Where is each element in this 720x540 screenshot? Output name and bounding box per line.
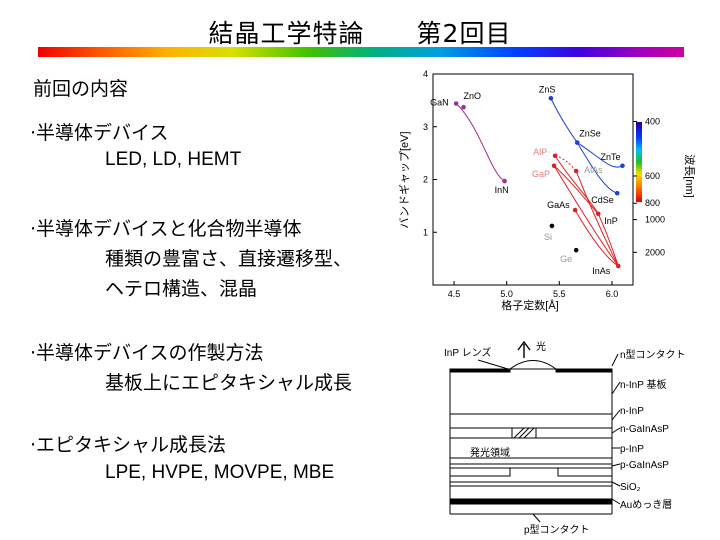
y-tick-label: 4: [423, 69, 428, 79]
label-n-inp-substrate: n-InP 基板: [620, 378, 667, 391]
n-contact-left: [449, 368, 511, 373]
p-contact-bar: [449, 498, 613, 505]
label-n-gainasp: n-GaInAsP: [620, 424, 669, 435]
right-tick-label: 400: [645, 116, 660, 126]
alloy-curve: [576, 142, 623, 168]
right-tick-label: 1000: [645, 215, 665, 225]
point-label-inas: InAs: [592, 266, 611, 276]
point-label-gaas: GaAs: [547, 200, 570, 210]
point-label-znte: ZnTe: [600, 152, 620, 162]
alloy-curve: [553, 165, 619, 267]
point-alp: [552, 153, 558, 159]
y-axis-label: バンドギャップ[eV]: [398, 131, 411, 228]
alloy-curve: [455, 103, 505, 182]
wavelength-color-bar: [636, 122, 642, 202]
point-label-zno: ZnO: [464, 91, 482, 101]
point-znse: [574, 140, 580, 145]
point-label-gap: GaP: [532, 169, 550, 179]
point-label-zns: ZnS: [539, 84, 556, 94]
x-tick-label: 5.5: [553, 289, 566, 299]
point-zno: [461, 104, 466, 110]
bullet-1-head: ·半導体デバイス: [30, 122, 169, 144]
point-label-cdse: CdSe: [591, 195, 614, 205]
bullet-3-head: ·半導体デバイスの作製方法: [30, 342, 264, 364]
y-tick-label: 3: [423, 122, 428, 132]
alloy-curve: [575, 170, 619, 267]
x-tick-label: 4.5: [448, 289, 461, 299]
bullet-1-line-1: LED, LD, HEMT: [105, 149, 242, 170]
bullet-3-line-1: 基板上にエピタキシャル成長: [105, 372, 353, 394]
x-tick-label: 6.0: [606, 289, 619, 299]
alloy-curve: [597, 213, 619, 267]
label-sio2: SiO₂: [620, 482, 641, 493]
point-gan: [453, 101, 459, 106]
alloy-curve: [554, 155, 599, 215]
alloy-curve: [550, 98, 578, 143]
y-tick-label: 1: [423, 227, 428, 237]
n-contact-right: [555, 368, 613, 373]
led-device-diagram: InP レンズ 光 n型コンタクト n-InP 基板 n-InP n-GaInA…: [444, 340, 686, 536]
point-inas: [615, 263, 621, 269]
right-tick-label: 800: [645, 198, 660, 208]
point-gap: [551, 163, 557, 169]
slide-title: 結晶工学特論 第2回目: [208, 19, 512, 48]
point-gaas: [572, 207, 578, 213]
x-tick-label: 5.0: [500, 289, 513, 299]
point-label-alas: AlAs: [584, 165, 603, 175]
y-tick-label: 2: [423, 175, 428, 185]
point-znte: [620, 163, 625, 169]
label-p-inp: p-InP: [620, 444, 644, 455]
inp-lens-shape: [509, 360, 557, 370]
bullet-4-line-1: LPE, HVPE, MOVPE, MBE: [105, 462, 335, 483]
right-tick-label: 600: [645, 171, 660, 181]
point-label-ge: Ge: [560, 254, 572, 264]
point-label-inn: InN: [495, 185, 509, 195]
bullet-2-line-2: ヘテロ構造、混晶: [105, 278, 258, 300]
label-emission-region: 発光領域: [470, 446, 510, 459]
x-axis-label: 格子定数[Å]: [501, 298, 558, 312]
point-label-alp: AlP: [533, 147, 547, 157]
label-n-inp: n-InP: [620, 406, 644, 417]
point-ge: [573, 247, 579, 253]
label-p-gainasp: p-GaInAsP: [620, 460, 669, 471]
right-tick-label: 2000: [645, 247, 665, 257]
label-light: 光: [536, 340, 546, 353]
light-arrow: [517, 340, 531, 358]
right-axis-label: 波長[nm]: [683, 154, 696, 197]
point-label-si: Si: [544, 232, 552, 242]
label-au-plating: Auめっき層: [620, 499, 672, 511]
alloy-curve: [554, 155, 577, 172]
alloy-curve: [574, 209, 619, 267]
bullet-4-head: ·エピタキシャル成長法: [30, 434, 227, 456]
alloy-curve: [553, 165, 599, 215]
label-inp-lens: InP レンズ: [444, 346, 491, 359]
section-heading: 前回の内容: [33, 78, 129, 100]
point-label-inp: InP: [604, 216, 618, 226]
point-alas: [573, 168, 579, 174]
bullet-2-line-1: 種類の豊富さ、直接遷移型、: [105, 248, 353, 270]
label-p-contact: p型コンタクト: [524, 523, 590, 536]
point-label-znse: ZnSe: [579, 129, 601, 139]
label-n-contact: n型コンタクト: [620, 348, 686, 361]
bandgap-lattice-chart: 4.5 5.0 5.5 6.0 1 2 3 4 GaN ZnO InN ZnS ZnSe ZnTe CdS…: [398, 69, 696, 312]
title-rainbow-bar: [38, 47, 684, 57]
alloy-curve: [576, 142, 618, 194]
point-inp: [595, 211, 601, 217]
bullet-2-head: ·半導体デバイスと化合物半導体: [30, 218, 302, 240]
device-body: [449, 368, 613, 500]
point-zns: [548, 95, 554, 101]
point-inn: [502, 178, 507, 184]
point-label-gan: GaN: [430, 98, 449, 108]
point-si: [549, 223, 555, 229]
point-cdse: [614, 190, 620, 196]
